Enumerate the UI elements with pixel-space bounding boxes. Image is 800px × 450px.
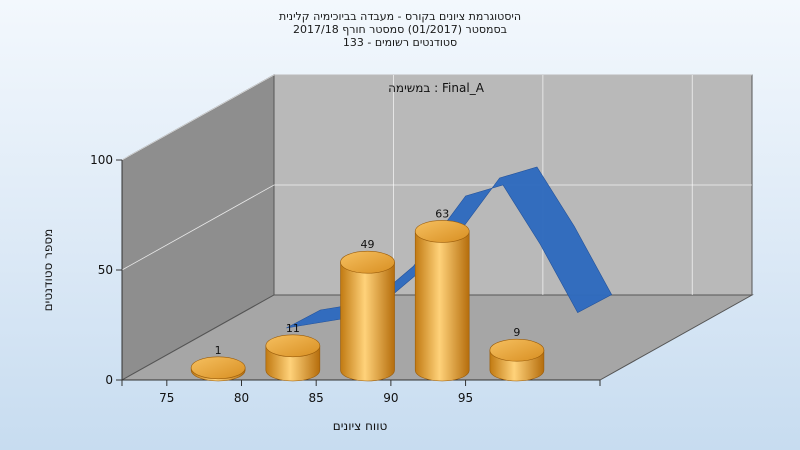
chart-title-line-3: סטודנטים רשומים - 133: [342, 36, 458, 49]
bar-value-label: 9: [513, 326, 520, 339]
gridline-y: [121, 74, 752, 161]
y-tick-label: 50: [98, 263, 113, 277]
x-tick-label: 95: [458, 391, 473, 405]
histogram-bar: [489, 338, 545, 382]
bar-value-label: 1: [215, 344, 222, 357]
bar-top: [414, 220, 470, 243]
bar-body: [340, 261, 395, 382]
y-axis-label: מספר סטודנטים: [41, 229, 55, 312]
bar-body: [414, 231, 470, 382]
bar-value-label: 49: [361, 238, 375, 251]
gridline-y: [121, 184, 752, 271]
x-axis-label: טווח ציונים: [333, 419, 388, 433]
y-tick-label: 100: [90, 153, 113, 167]
bar-top: [489, 338, 545, 362]
x-tick-label: 75: [159, 391, 174, 405]
y-tick-label: 0: [105, 373, 113, 387]
assignment-annotation: במשימה : Final_A: [388, 81, 485, 95]
bar-value-label: 63: [435, 207, 449, 220]
bar-value-label: 11: [286, 322, 300, 335]
histogram-bar: [340, 250, 395, 382]
x-tick-label: 80: [234, 391, 249, 405]
bar-top: [340, 250, 395, 274]
bar-top: [190, 356, 246, 380]
histogram-bar: [190, 356, 246, 382]
x-tick-label: 90: [383, 391, 398, 405]
x-tick-label: 85: [309, 391, 324, 405]
bar-top: [265, 334, 321, 358]
histogram-bar: [265, 334, 321, 382]
chart-title-line-2: בסמסטר (01/2017) סמסטר חורף 2017/18: [293, 23, 507, 36]
chart-title-line-1: היסטוגרמת ציונים בקורס - מעבדה בביוכימיה…: [278, 10, 522, 23]
histogram-bar: [414, 220, 470, 382]
